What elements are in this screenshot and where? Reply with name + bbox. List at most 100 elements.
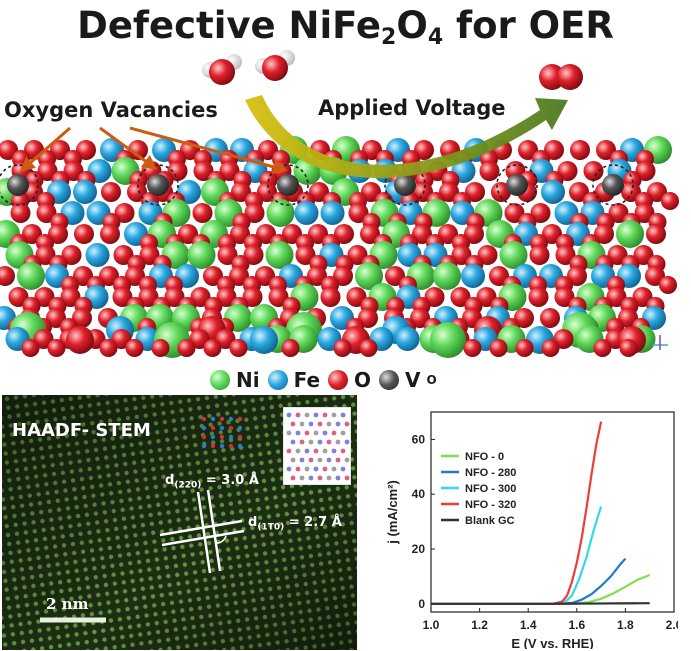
atom-o	[125, 339, 144, 357]
vacancy-marker	[592, 164, 634, 206]
inset-atom	[308, 439, 314, 445]
atom-fe	[461, 264, 485, 288]
inset-atom	[335, 457, 341, 463]
y-tick-label: 20	[412, 542, 426, 556]
inset-atom	[299, 439, 305, 445]
inset-atom	[295, 448, 301, 454]
vacancy-marker	[137, 164, 179, 206]
o2-atom	[557, 64, 583, 90]
legend-label: NFO - 320	[465, 499, 516, 511]
vacancy-marker	[0, 164, 39, 206]
atom-o	[281, 339, 300, 357]
inset-atom	[313, 430, 319, 436]
inset-atom	[290, 421, 296, 427]
atom-ni	[430, 322, 466, 358]
atom-ni	[355, 262, 383, 290]
inset-atom	[326, 475, 332, 481]
inset-atom	[326, 457, 332, 463]
y-tick-label: 40	[412, 487, 426, 501]
inset-atom	[344, 457, 350, 463]
atom-fe	[250, 326, 278, 354]
y-tick-label: 0	[418, 597, 425, 611]
fft-spot	[201, 416, 207, 422]
y-axis-label: j (mA/cm²)	[385, 480, 400, 545]
atom-o	[47, 339, 66, 357]
legend-fe: Fe	[267, 368, 320, 392]
inset-atom	[286, 466, 292, 472]
atom-o	[515, 339, 534, 357]
vacancy-atom	[394, 174, 416, 196]
fft-spot	[210, 443, 216, 449]
legend-label: NFO - 280	[465, 467, 516, 479]
reaction-arrow	[245, 95, 568, 178]
legend-label: NFO - 300	[465, 483, 516, 495]
vacancy-marker	[384, 164, 426, 206]
oxygen-vacancies-label: Oxygen Vacancies	[4, 98, 218, 122]
vacancy-atom	[602, 174, 624, 196]
fe-ball-icon	[267, 370, 288, 390]
inset-atom	[335, 475, 341, 481]
vacancy-marker	[496, 164, 538, 206]
legend-ni: Ni	[210, 368, 260, 392]
atom-o	[229, 339, 248, 357]
inset-atom	[340, 430, 346, 436]
x-tick-label: 1.8	[617, 618, 634, 632]
atom-o	[10, 203, 31, 223]
inset-atom	[290, 475, 296, 481]
inset-atom	[331, 466, 337, 472]
atom-o	[177, 339, 196, 357]
atom-fe	[73, 180, 97, 204]
inset-atom	[313, 412, 319, 418]
x-tick-label: 1.6	[568, 618, 585, 632]
inset-atom	[331, 430, 337, 436]
water-oxygen-atom	[262, 55, 288, 81]
inset-atom	[313, 466, 319, 472]
fft-spot	[228, 416, 234, 422]
inset-atom	[304, 430, 310, 436]
atom-ni	[433, 262, 461, 290]
atom-o	[529, 245, 550, 265]
vacancy-marker	[267, 164, 309, 206]
inset-atom	[308, 475, 314, 481]
atom-o	[0, 266, 15, 286]
atom-o	[359, 339, 378, 357]
legend-label: Blank GC	[465, 515, 515, 527]
x-tick-label: 1.2	[471, 618, 488, 632]
fft-spot	[210, 425, 216, 431]
fft-spot	[237, 425, 243, 431]
polarization-chart: 1.0 1.2 1.4 1.6 1.8 2.0 0 20 40 60 E (V vs. RHE) j …	[385, 411, 678, 649]
atom-fe	[395, 327, 420, 351]
stem-label: HAADF- STEM	[12, 420, 151, 441]
series-line-4	[431, 602, 650, 605]
atom-o	[66, 326, 94, 354]
inset-atom	[340, 448, 346, 454]
inset-atom	[304, 412, 310, 418]
inset-atom	[304, 466, 310, 472]
vacancy-atom	[277, 174, 299, 196]
inset-atom	[322, 430, 328, 436]
fft-spot	[210, 434, 216, 440]
fft-spot	[237, 434, 243, 440]
x-axis-label: E (V vs. RHE)	[511, 636, 593, 649]
atom-ni	[187, 241, 216, 269]
fft-spot	[237, 443, 243, 449]
inset-atom	[286, 412, 292, 418]
scale-bar-label: 2 nm	[46, 595, 89, 613]
fft-spot	[201, 443, 207, 449]
water-oxygen-atom	[209, 59, 235, 85]
atom-o	[541, 339, 560, 357]
inset-atom	[331, 412, 337, 418]
o-ball-icon	[328, 370, 349, 390]
inset-atom	[295, 412, 301, 418]
inset-atom	[299, 457, 305, 463]
inset-atom	[299, 475, 305, 481]
x-tick-label: 1.0	[423, 618, 440, 632]
atom-o	[463, 339, 482, 357]
atom-o	[659, 276, 677, 294]
inset-atom	[340, 412, 346, 418]
atom-o	[99, 339, 118, 357]
o2-atom	[539, 64, 565, 90]
atom-o	[593, 339, 612, 357]
inset-atom	[335, 421, 341, 427]
fft-spot	[201, 425, 207, 431]
